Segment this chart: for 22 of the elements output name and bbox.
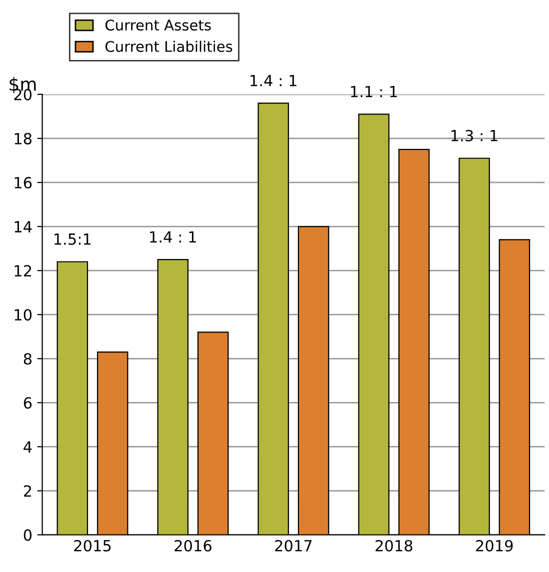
y-tick-label: 10 <box>14 309 32 321</box>
annotation: 1.5:1 <box>54 234 91 245</box>
y-tick-label: 0 <box>24 529 32 541</box>
y-tick-label: 2 <box>24 485 32 497</box>
y-tick-label: 8 <box>24 353 32 365</box>
y-tick-label: 6 <box>24 397 32 409</box>
x-tick-label: 2017 <box>275 540 312 552</box>
annotation: 1.1 : 1 <box>351 86 397 98</box>
x-tick-label: 2016 <box>174 540 212 552</box>
x-tick-label: 2015 <box>74 540 111 552</box>
y-tick-label: 16 <box>14 176 32 188</box>
y-tick-label: 18 <box>14 132 32 144</box>
x-tick-label: 2018 <box>376 540 412 552</box>
x-tick-label: 2019 <box>476 540 513 552</box>
legend-label: Current Liabilities <box>105 40 232 52</box>
y-tick-label: 12 <box>14 265 32 276</box>
text: 1.4 : 1 <box>250 74 296 86</box>
annotation: 1.4 : 1 <box>150 231 196 242</box>
legend-label: Current Assets <box>105 20 211 31</box>
y-tick-label: 14 <box>14 221 32 232</box>
annotation: 1.3 : 1 <box>452 130 498 142</box>
y-tick-label: 4 <box>24 441 32 453</box>
